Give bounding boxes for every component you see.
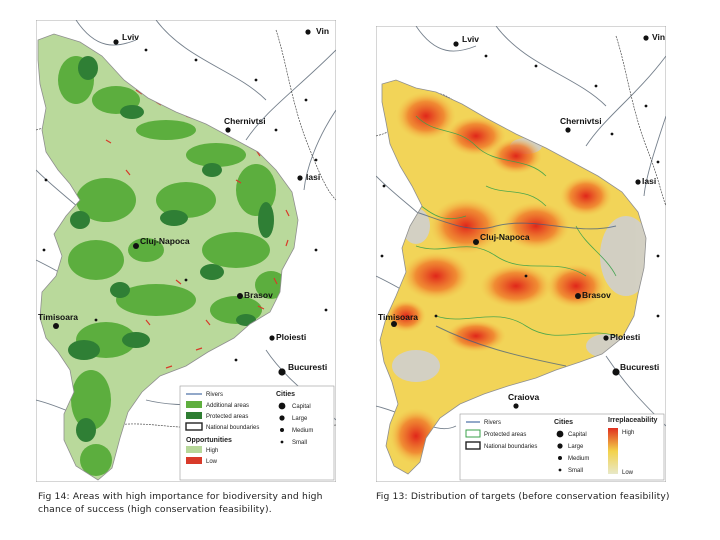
legend-low: Low bbox=[206, 459, 218, 465]
city-dot-iasi bbox=[297, 175, 303, 181]
city-dot-chernivtsi bbox=[225, 127, 231, 133]
city-dot-brasov bbox=[237, 293, 243, 299]
legend-protected: Protected areas bbox=[206, 414, 248, 420]
legend-large: Large bbox=[568, 444, 584, 450]
legend-high: High bbox=[206, 448, 218, 454]
city-label: Timisoara bbox=[38, 312, 78, 322]
city-dot-cluj bbox=[133, 243, 139, 249]
city-label: Craiova bbox=[508, 392, 539, 402]
legend-rivers: Rivers bbox=[206, 392, 223, 398]
legend-irreplaceability: Irreplaceability bbox=[608, 417, 658, 424]
city-label: Ploiesti bbox=[276, 332, 306, 342]
legend-medium: Medium bbox=[568, 456, 589, 462]
city-dot-vin bbox=[643, 35, 649, 41]
right-map-legend: Rivers Protected areas National boundari… bbox=[459, 413, 665, 481]
city-label: Lviv bbox=[462, 34, 479, 44]
city-label: Timisoara bbox=[378, 312, 418, 322]
legend-national: National boundaries bbox=[206, 425, 259, 431]
city-dot-lviv bbox=[453, 41, 459, 47]
city-dot-vin bbox=[305, 29, 311, 35]
legend-medium: Medium bbox=[292, 428, 313, 434]
city-label: Chernivtsi bbox=[224, 116, 266, 126]
city-dot-bucuresti bbox=[612, 368, 620, 376]
legend-cities-title: Cities bbox=[554, 419, 573, 426]
right-map[interactable]: Lviv Vin Chernivtsi Iasi Cluj-Napoca Bra… bbox=[376, 26, 666, 482]
legend-protected: Protected areas bbox=[484, 432, 526, 438]
city-dot-timisoara bbox=[391, 321, 397, 327]
city-dot-lviv bbox=[113, 39, 119, 45]
city-label: Vin bbox=[652, 32, 665, 42]
city-label: Cluj-Napoca bbox=[480, 232, 530, 242]
left-map-legend: Rivers Additional areas Protected areas … bbox=[179, 385, 335, 481]
city-dot-craiova bbox=[513, 403, 519, 409]
legend-additional: Additional areas bbox=[206, 403, 249, 409]
city-label: Chernivtsi bbox=[560, 116, 602, 126]
irreplaceability-gradient bbox=[608, 428, 618, 474]
legend-capital: Capital bbox=[568, 432, 587, 438]
legend-large: Large bbox=[292, 416, 308, 422]
legend-rivers: Rivers bbox=[484, 420, 501, 426]
left-map-caption: Fig 14: Areas with high importance for b… bbox=[38, 491, 323, 515]
city-label: Iasi bbox=[306, 172, 320, 182]
city-label: Brasov bbox=[244, 290, 273, 300]
city-dot-ploiesti bbox=[603, 335, 609, 341]
city-dot-timisoara bbox=[53, 323, 59, 329]
legend-national: National boundaries bbox=[484, 444, 537, 450]
legend-capital: Capital bbox=[292, 404, 311, 410]
city-dot-cluj bbox=[473, 239, 479, 245]
city-dot-brasov bbox=[575, 293, 581, 299]
city-label: Bucuresti bbox=[288, 362, 327, 372]
city-label: Ploiesti bbox=[610, 332, 640, 342]
city-label: Vin bbox=[316, 26, 329, 36]
city-dot-iasi bbox=[635, 179, 641, 185]
legend-small: Small bbox=[568, 468, 583, 474]
city-dot-chernivtsi bbox=[565, 127, 571, 133]
legend-cities-title: Cities bbox=[276, 391, 295, 398]
city-dot-bucuresti bbox=[278, 368, 286, 376]
city-label: Cluj-Napoca bbox=[140, 236, 190, 246]
legend-opportunities: Opportunities bbox=[186, 437, 232, 444]
legend-low: Low bbox=[622, 470, 634, 476]
city-dot-ploiesti bbox=[269, 335, 275, 341]
right-map-caption: Fig 13: Distribution of targets (before … bbox=[376, 491, 670, 502]
left-map-panel: Lviv Vin Chernivtsi Iasi Cluj-Napoca Bra… bbox=[36, 20, 336, 482]
city-label: Brasov bbox=[582, 290, 611, 300]
city-label: Bucuresti bbox=[620, 362, 659, 372]
city-label: Lviv bbox=[122, 32, 139, 42]
legend-high: High bbox=[622, 430, 634, 436]
city-label: Iasi bbox=[642, 176, 656, 186]
right-map-panel: Lviv Vin Chernivtsi Iasi Cluj-Napoca Bra… bbox=[376, 26, 666, 482]
legend-small: Small bbox=[292, 440, 307, 446]
left-map[interactable]: Lviv Vin Chernivtsi Iasi Cluj-Napoca Bra… bbox=[36, 20, 336, 482]
